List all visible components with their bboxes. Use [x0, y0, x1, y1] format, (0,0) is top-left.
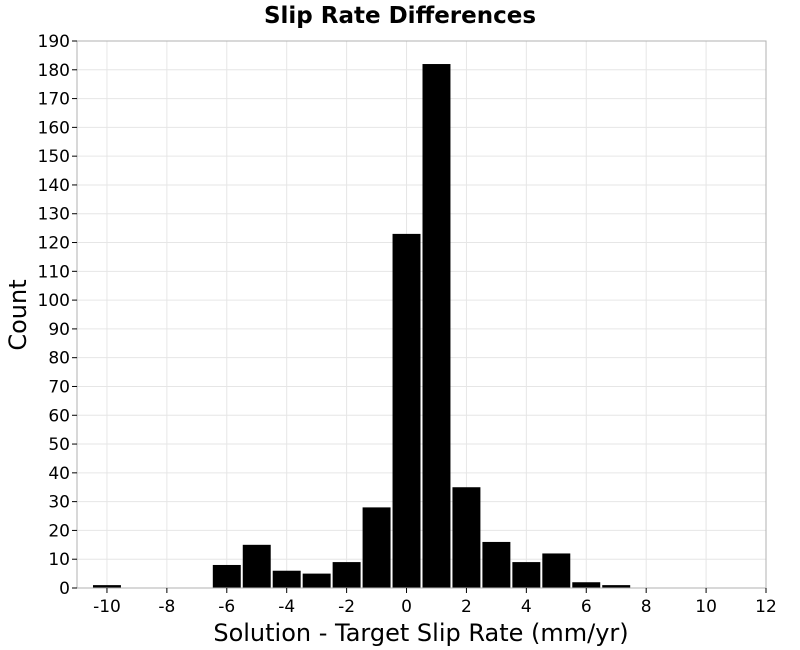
histogram-bar	[392, 233, 421, 589]
x-axis-ticks: -10 -8 -6 -4 -2 0 2 4 6 8 10 12	[93, 588, 777, 617]
x-tick-label: -8	[158, 597, 175, 617]
y-tick-label: 50	[48, 435, 70, 455]
histogram-bar	[572, 582, 601, 588]
y-axis-ticks: 0 10 20 30 40 50 60 70 80 90 100 110 120 130 140 150 160…	[38, 32, 77, 599]
y-tick-label: 40	[48, 464, 70, 484]
histogram-bar	[302, 573, 331, 588]
y-tick-label: 100	[38, 291, 70, 311]
y-tick-label: 170	[38, 90, 70, 110]
histogram-bar	[452, 487, 481, 588]
x-tick-label: 6	[581, 597, 592, 617]
y-tick-label: 30	[48, 493, 70, 513]
x-tick-label: 2	[461, 597, 472, 617]
x-tick-label: -4	[278, 597, 295, 617]
y-tick-label: 140	[38, 176, 70, 196]
bars	[92, 64, 631, 589]
x-axis-label: Solution - Target Slip Rate (mm/yr)	[213, 619, 628, 647]
histogram-bar	[92, 585, 121, 588]
histogram-bar	[362, 507, 391, 588]
y-tick-label: 90	[48, 320, 70, 340]
y-tick-label: 110	[38, 262, 70, 282]
y-tick-label: 0	[59, 579, 70, 599]
histogram-bar	[242, 544, 271, 588]
chart-title: Slip Rate Differences	[264, 3, 536, 29]
y-tick-label: 150	[38, 147, 70, 167]
histogram-bar	[332, 562, 361, 588]
x-tick-label: 8	[641, 597, 652, 617]
y-tick-label: 60	[48, 406, 70, 426]
y-tick-label: 70	[48, 377, 70, 397]
y-tick-label: 10	[48, 550, 70, 570]
x-tick-label: -6	[218, 597, 235, 617]
x-tick-label: -10	[93, 597, 121, 617]
x-tick-label: 12	[755, 597, 777, 617]
y-tick-label: 180	[38, 61, 70, 81]
histogram-bar	[422, 64, 451, 589]
y-tick-label: 130	[38, 205, 70, 225]
y-tick-label: 20	[48, 521, 70, 541]
y-tick-label: 190	[38, 32, 70, 52]
histogram-bar	[602, 585, 631, 588]
x-tick-label: 10	[695, 597, 717, 617]
histogram-bar	[272, 570, 301, 588]
histogram-bar	[212, 564, 241, 588]
x-tick-label: 0	[401, 597, 412, 617]
y-tick-label: 160	[38, 118, 70, 138]
y-axis-label: Count	[4, 279, 32, 350]
x-tick-label: -2	[338, 597, 355, 617]
histogram-bar	[482, 541, 511, 588]
y-tick-label: 120	[38, 234, 70, 254]
plot-frame	[76, 40, 767, 589]
x-tick-label: 4	[521, 597, 532, 617]
histogram-bar	[542, 553, 571, 588]
grid-lines	[77, 40, 767, 589]
y-tick-label: 80	[48, 349, 70, 369]
histogram-bar	[512, 562, 541, 588]
